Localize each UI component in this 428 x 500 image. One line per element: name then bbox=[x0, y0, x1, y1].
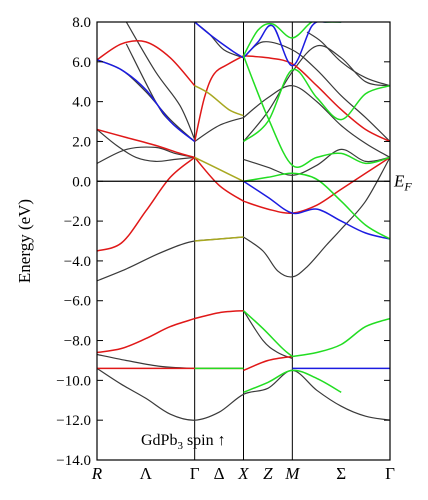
band-black-1 bbox=[97, 353, 195, 369]
band-red-23 bbox=[194, 156, 244, 202]
material-spin-annotation: GdPb3 spin ↑ bbox=[141, 432, 226, 452]
band-green-34 bbox=[242, 55, 390, 168]
k-point-label: Z bbox=[263, 464, 273, 483]
band-black-0 bbox=[97, 367, 390, 421]
y-tick-label: −8.0 bbox=[64, 334, 91, 350]
band-series bbox=[97, 22, 390, 421]
y-tick-label: 2.0 bbox=[72, 134, 91, 150]
k-point-label: Δ bbox=[214, 464, 225, 483]
band-blue-31 bbox=[243, 180, 390, 240]
band-green-38 bbox=[242, 310, 293, 358]
y-tick-label: 4.0 bbox=[72, 95, 91, 111]
band-black-4 bbox=[97, 129, 195, 163]
y-tick-label: −14.0 bbox=[56, 453, 91, 469]
band-black-14 bbox=[243, 148, 390, 176]
band-green-40 bbox=[243, 369, 342, 393]
band-blue-30 bbox=[242, 22, 342, 67]
band-black-11 bbox=[243, 85, 390, 158]
y-tick-label: −12.0 bbox=[56, 413, 91, 429]
band-green-36 bbox=[243, 172, 390, 240]
band-olive-41 bbox=[194, 85, 244, 117]
annotation-subscript: 3 bbox=[177, 440, 183, 452]
band-black-3 bbox=[243, 157, 390, 278]
k-point-label: Σ bbox=[336, 464, 346, 483]
y-tick-label: −2.0 bbox=[64, 214, 91, 230]
band-blue-29 bbox=[194, 22, 244, 59]
annotation-material: GdPb bbox=[141, 432, 177, 449]
band-black-13 bbox=[243, 44, 390, 142]
y-axis-label: Energy (eV) bbox=[15, 199, 34, 283]
fermi-level-label: EF bbox=[393, 171, 412, 193]
y-tick-label: 8.0 bbox=[72, 15, 91, 31]
band-red-22 bbox=[193, 55, 244, 142]
band-red-17 bbox=[97, 39, 196, 87]
band-olive-42 bbox=[194, 236, 244, 242]
band-black-2 bbox=[97, 236, 244, 282]
k-point-label: X bbox=[237, 464, 249, 483]
k-point-label: Γ bbox=[385, 464, 395, 483]
band-blue-28 bbox=[97, 59, 196, 143]
band-green-39 bbox=[292, 317, 390, 358]
band-black-12 bbox=[243, 41, 390, 142]
k-point-label: Λ bbox=[140, 464, 153, 483]
fermi-label-main: E bbox=[393, 171, 405, 190]
band-red-26 bbox=[243, 355, 293, 372]
band-red-19 bbox=[97, 128, 195, 159]
band-green-35 bbox=[243, 68, 390, 143]
y-tick-label: 6.0 bbox=[72, 55, 91, 71]
y-tick-label: −10.0 bbox=[56, 373, 91, 389]
k-point-label: R bbox=[91, 464, 103, 483]
band-red-25 bbox=[243, 55, 390, 143]
band-red-18 bbox=[97, 156, 196, 252]
y-axis-ticks: 8.0 6.0 4.0 2.0 0.0 −2.0 −4.0 −6.0 −8.0 −10.0 −12.… bbox=[56, 15, 390, 469]
band-black-15 bbox=[242, 310, 293, 360]
annotation-spin: spin ↑ bbox=[183, 432, 226, 449]
band-black-9 bbox=[194, 117, 244, 142]
band-olive-43 bbox=[194, 156, 244, 182]
k-point-label: M bbox=[284, 464, 300, 483]
band-green-33 bbox=[242, 22, 342, 57]
k-point-label: Γ bbox=[190, 464, 200, 483]
band-black-5 bbox=[97, 146, 195, 164]
band-black-6 bbox=[97, 59, 196, 142]
y-tick-label: −4.0 bbox=[64, 254, 91, 270]
plot-frame bbox=[96, 21, 391, 461]
fermi-label-sub: F bbox=[403, 179, 412, 193]
band-red-21 bbox=[194, 309, 244, 320]
band-red-20 bbox=[97, 317, 195, 354]
band-black-8 bbox=[125, 43, 196, 142]
band-red-24 bbox=[243, 156, 390, 214]
y-tick-label: −6.0 bbox=[64, 294, 91, 310]
band-black-16 bbox=[306, 31, 390, 87]
band-black-7 bbox=[125, 22, 196, 140]
y-tick-label: 0.0 bbox=[72, 174, 91, 190]
